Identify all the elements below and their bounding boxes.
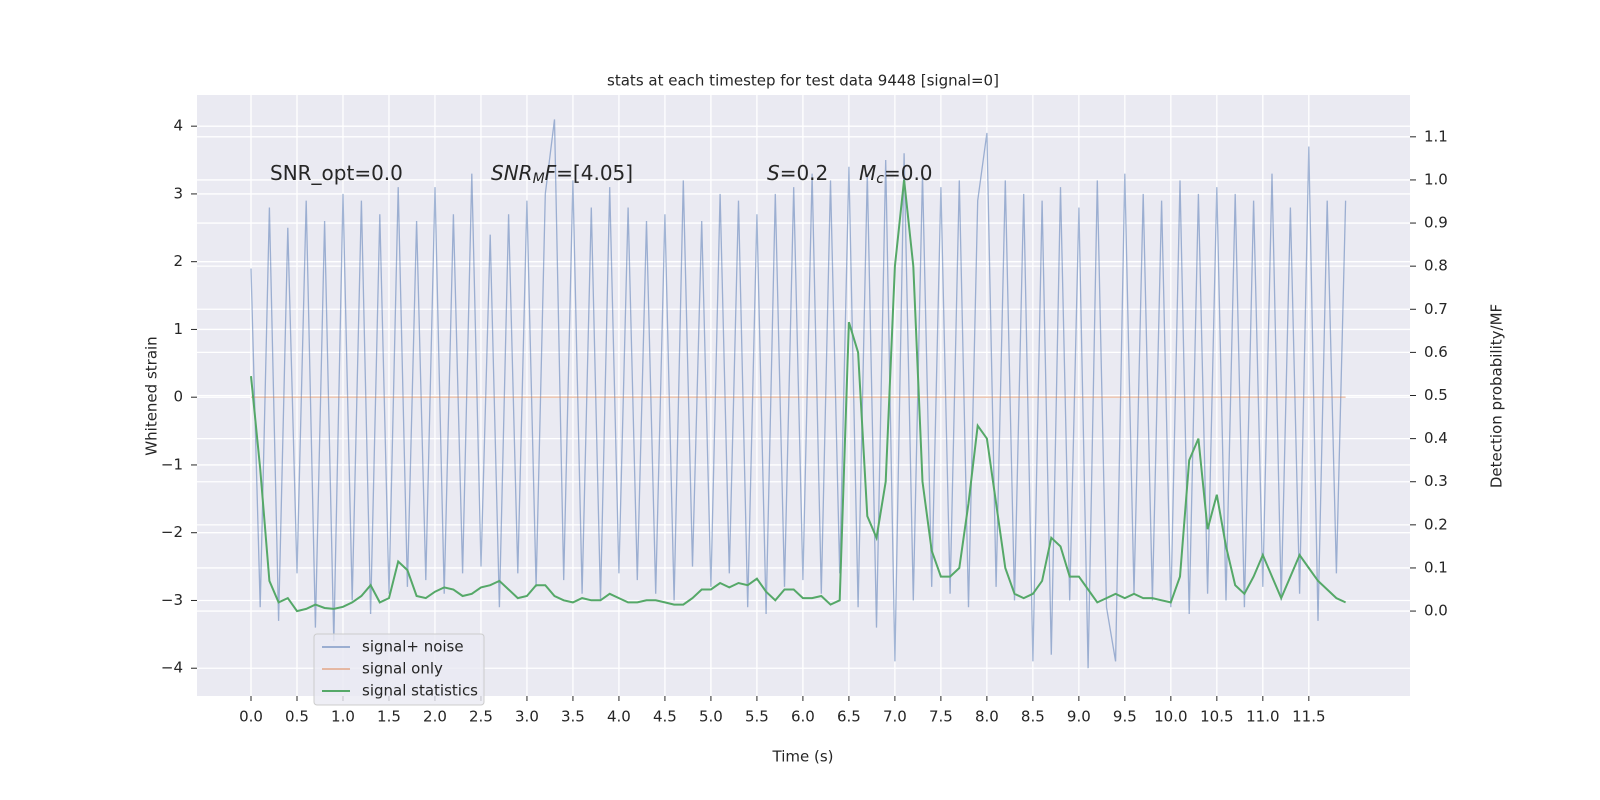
y-axis-label: Whitened strain bbox=[143, 336, 161, 455]
y2-tick-label: 0.7 bbox=[1424, 300, 1448, 318]
y-tick-label: −4 bbox=[161, 659, 183, 677]
x-tick-label: 11.5 bbox=[1292, 708, 1325, 726]
annotation: Mc=0.0 bbox=[859, 161, 933, 188]
annotation-part: SNR_opt=0.0 bbox=[270, 161, 403, 185]
x-tick-label: 7.5 bbox=[929, 708, 953, 726]
annotation-part: =[4.05] bbox=[556, 161, 633, 185]
y2-tick-label: 0.8 bbox=[1424, 257, 1448, 275]
x-tick-label: 8.5 bbox=[1021, 708, 1045, 726]
y-tick-label: 2 bbox=[173, 252, 183, 270]
y2-tick-label: 0.5 bbox=[1424, 386, 1448, 404]
y2-tick-label: 0.9 bbox=[1424, 214, 1448, 232]
y2-tick-label: 0.4 bbox=[1424, 429, 1448, 447]
x-tick-label: 4.0 bbox=[607, 708, 631, 726]
annotation-part: S bbox=[767, 161, 780, 185]
annotation: SNRMF=[4.05] bbox=[491, 161, 633, 188]
x-tick-label: 0.0 bbox=[239, 708, 263, 726]
x-tick-label: 6.5 bbox=[837, 708, 861, 726]
y2-tick-label: 0.3 bbox=[1424, 472, 1448, 490]
x-tick-label: 1.5 bbox=[377, 708, 401, 726]
y2-tick-label: 0.0 bbox=[1424, 602, 1448, 620]
x-tick-label: 9.5 bbox=[1113, 708, 1137, 726]
legend-label: signal only bbox=[362, 660, 443, 678]
series-line bbox=[250, 179, 1347, 613]
x-tick-label: 2.5 bbox=[469, 708, 493, 726]
y2-tick-label: 1.1 bbox=[1424, 127, 1448, 145]
annotation-part: SNR bbox=[491, 161, 533, 185]
x-tick-label: 6.0 bbox=[791, 708, 815, 726]
x-tick-label: 1.0 bbox=[331, 708, 355, 726]
annotation-part: =0.2 bbox=[780, 161, 829, 185]
x-tick-label: 7.0 bbox=[883, 708, 907, 726]
x-tick-label: 5.5 bbox=[745, 708, 769, 726]
x-axis-label: Time (s) bbox=[772, 748, 834, 766]
annotation-part: M bbox=[859, 161, 876, 185]
chart-title: stats at each timestep for test data 944… bbox=[607, 72, 999, 90]
legend-box bbox=[313, 633, 485, 706]
legend-label: signal+ noise bbox=[362, 638, 464, 656]
y-tick-label: −1 bbox=[161, 455, 183, 473]
x-tick-label: 9.0 bbox=[1067, 708, 1091, 726]
y2-tick-label: 0.1 bbox=[1424, 558, 1448, 576]
x-tick-label: 8.0 bbox=[975, 708, 999, 726]
y-tick-label: 3 bbox=[173, 184, 183, 202]
x-tick-label: 0.5 bbox=[285, 708, 309, 726]
x-tick-label: 4.5 bbox=[653, 708, 677, 726]
x-tick-label: 10.0 bbox=[1154, 708, 1187, 726]
annotation-part: M bbox=[533, 171, 545, 187]
y-tick-label: 0 bbox=[173, 388, 183, 406]
y-tick-label: 4 bbox=[173, 117, 183, 135]
series-line bbox=[250, 119, 1347, 669]
x-tick-label: 3.0 bbox=[515, 708, 539, 726]
annotation-part: F bbox=[545, 161, 557, 185]
y-tick-label: 1 bbox=[173, 320, 183, 338]
y2-tick-label: 0.2 bbox=[1424, 515, 1448, 533]
x-tick-label: 5.0 bbox=[699, 708, 723, 726]
x-tick-label: 10.5 bbox=[1200, 708, 1233, 726]
annotation: S=0.2 bbox=[767, 161, 828, 185]
y2-tick-label: 0.6 bbox=[1424, 343, 1448, 361]
x-tick-label: 2.0 bbox=[423, 708, 447, 726]
x-tick-label: 11.0 bbox=[1246, 708, 1279, 726]
y2-axis-label: Detection probability/MF bbox=[1488, 304, 1506, 488]
y-tick-label: −3 bbox=[161, 591, 183, 609]
annotation: SNR_opt=0.0 bbox=[270, 161, 403, 185]
x-tick-label: 3.5 bbox=[561, 708, 585, 726]
legend-label: signal statistics bbox=[362, 682, 478, 700]
y-tick-label: −2 bbox=[161, 523, 183, 541]
legend: signal+ noise signal only signal statistic… bbox=[313, 633, 485, 706]
y2-tick-label: 1.0 bbox=[1424, 170, 1448, 188]
annotation-part: =0.0 bbox=[884, 161, 933, 185]
annotation-part: c bbox=[876, 171, 884, 187]
